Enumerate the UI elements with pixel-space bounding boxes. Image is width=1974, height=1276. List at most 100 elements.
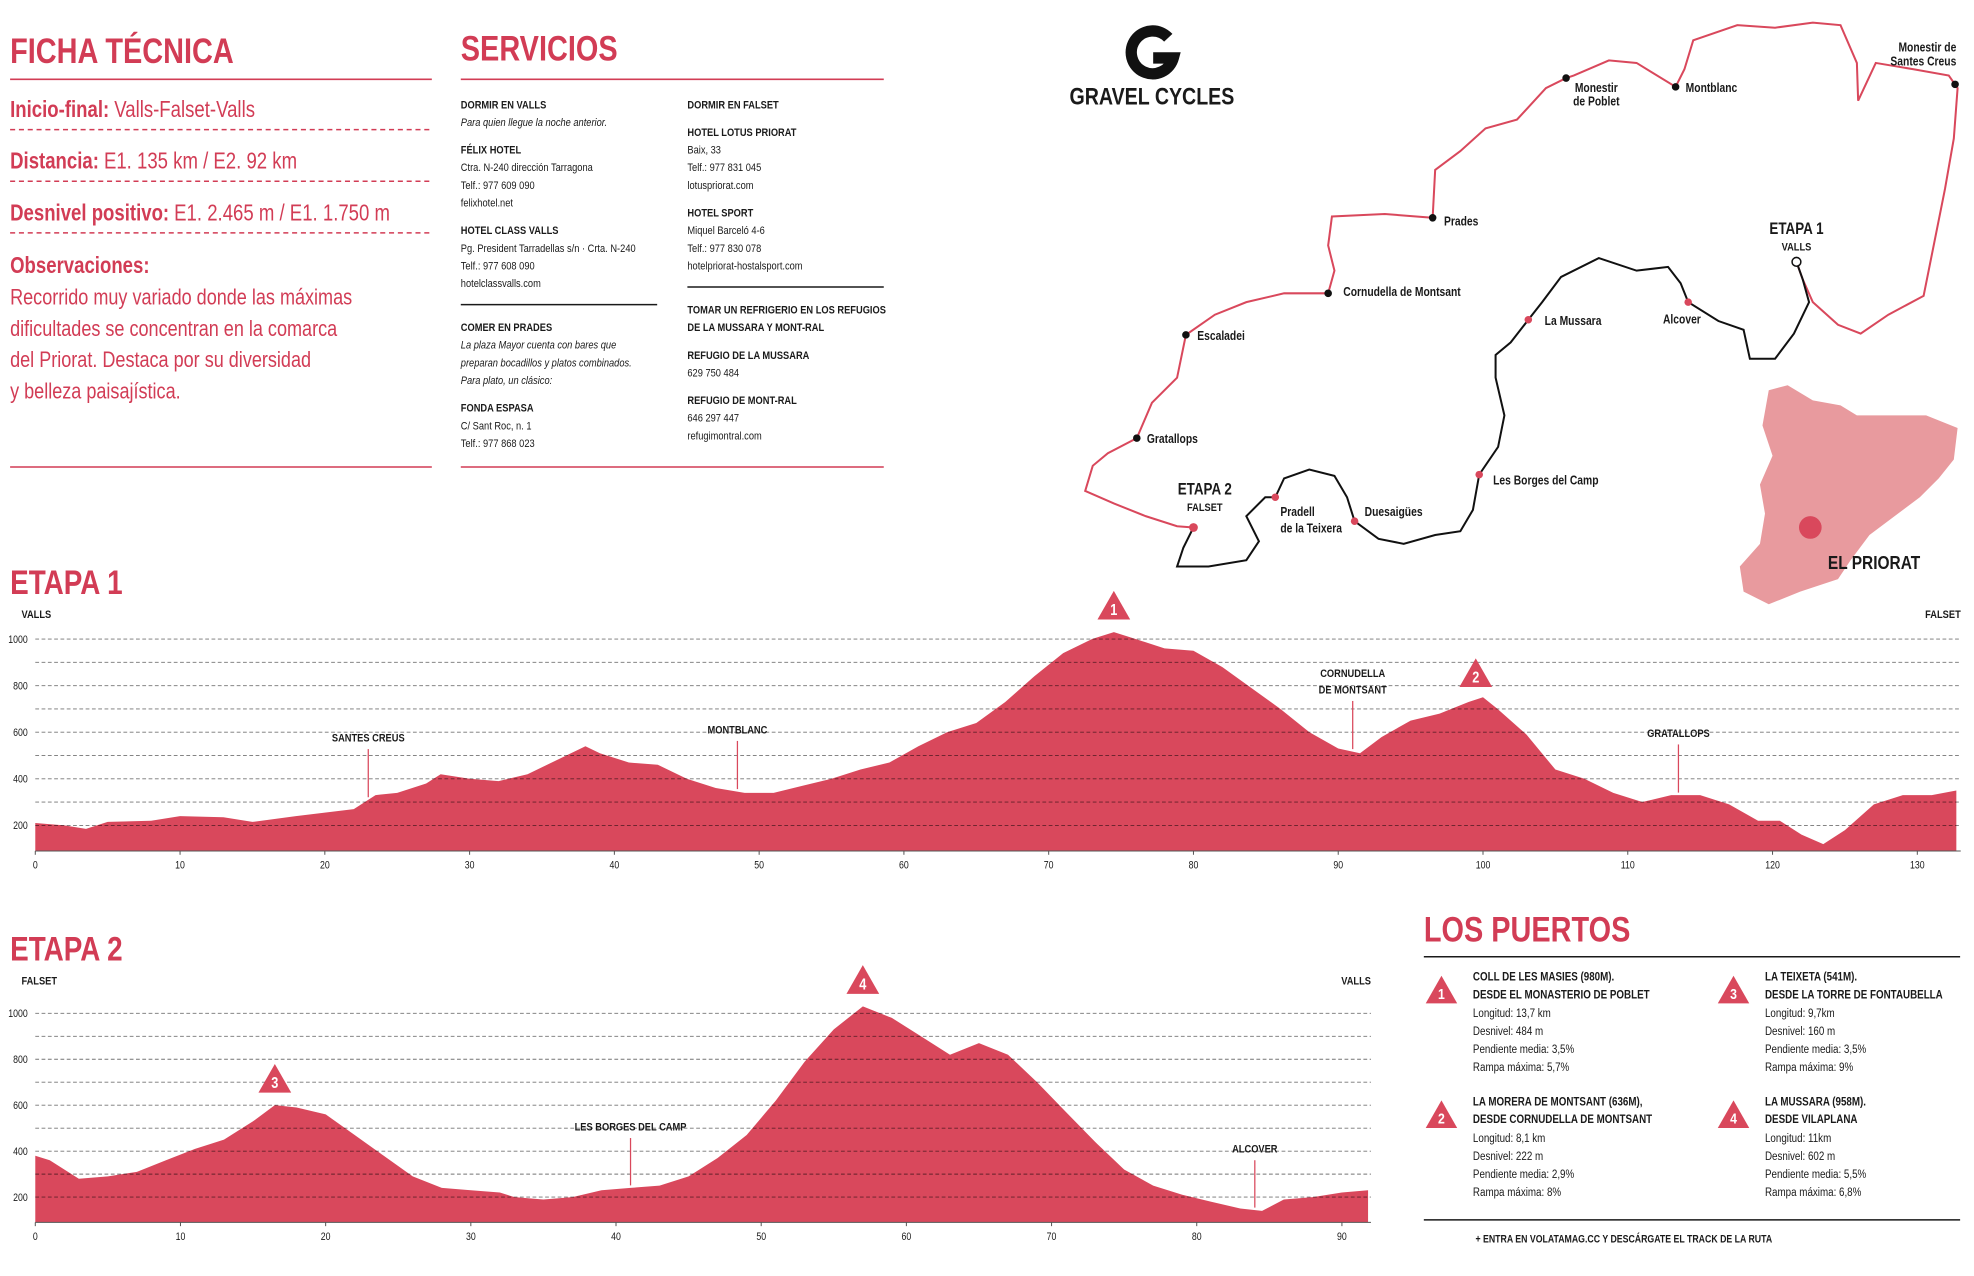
service-heading: FÉLIX HOTEL	[461, 143, 522, 157]
climb-marker-label: 4	[859, 976, 866, 993]
service-line: 646 297 447	[687, 413, 739, 425]
section-title: FICHA TÉCNICA	[10, 31, 234, 70]
climb-detail: Pendiente media: 2,9%	[1473, 1168, 1575, 1181]
service-heading: DORMIR EN VALLS	[461, 100, 547, 112]
observation-line: del Priorat. Destaca por su diversidad	[10, 348, 311, 372]
stage-label: ETAPA 2	[1178, 481, 1232, 500]
service-line: Telf.: 977 868 023	[461, 438, 535, 450]
service-line: Baix, 33	[687, 145, 721, 157]
profile-annotation: SANTES CREUS	[332, 733, 405, 745]
climb-heading: LA MUSSARA (958M).	[1765, 1095, 1866, 1108]
climb-marker	[846, 965, 880, 994]
profile-annotation: GRATALLOPS	[1647, 728, 1710, 740]
place-dot	[1350, 517, 1359, 525]
climb-detail: Rampa máxima: 5,7%	[1473, 1061, 1570, 1074]
chart-end-label: FALSET	[1925, 609, 1961, 621]
profile-annotation: MONTBLANC	[707, 725, 767, 737]
place-label: Montblanc	[1686, 82, 1738, 95]
climb-badge	[1425, 1100, 1458, 1128]
section-title: SERVICIOS	[461, 29, 618, 68]
service-heading: REFUGIO DE MONT-RAL	[687, 395, 797, 407]
spec-label: Distancia:	[10, 149, 99, 174]
place-dot	[1475, 470, 1483, 479]
service-line: Telf.: 977 608 090	[461, 261, 535, 273]
climb-heading: COLL DE LES MASIES (980M).	[1473, 971, 1614, 984]
service-line: hotelpriorat-hostalsport.com	[687, 261, 802, 273]
climb-heading: LA MORERA DE MONTSANT (636M),	[1473, 1095, 1643, 1108]
observation-line: Recorrido muy variado donde las máximas	[10, 286, 352, 310]
observation-line: dificultades se concentran en la comarca	[10, 317, 338, 341]
climb-marker-label: 2	[1472, 670, 1479, 687]
chart-start-label: FALSET	[21, 976, 57, 988]
y-tick-label: 200	[13, 820, 28, 832]
y-tick-label: 400	[13, 774, 28, 786]
route-etapa-1	[1083, 21, 1959, 529]
service-heading: DORMIR EN FALSET	[687, 100, 779, 112]
climb-marker	[1459, 658, 1493, 688]
x-tick-label: 10	[176, 1231, 186, 1243]
place-dot	[1182, 331, 1190, 339]
x-tick-label: 80	[1192, 1231, 1202, 1243]
place-label: Gratallops	[1147, 433, 1198, 446]
elevation-area	[35, 1006, 1369, 1223]
profile-annotation: LES BORGES DEL CAMP	[575, 1122, 687, 1134]
place-label: Santes Creus	[1890, 56, 1956, 69]
climb-marker-label: 3	[271, 1075, 278, 1092]
place-dot	[1671, 83, 1680, 91]
place-dot	[1271, 493, 1280, 502]
x-tick-label: 50	[756, 1231, 766, 1243]
place-label: de Poblet	[1573, 96, 1620, 109]
x-tick-label: 90	[1333, 860, 1343, 872]
place-dot	[1951, 80, 1959, 89]
climb-heading: DESDE EL MONASTERIO DE POBLET	[1473, 988, 1650, 1001]
climb-marker	[258, 1063, 292, 1093]
service-heading: HOTEL LOTUS PRIORAT	[687, 127, 797, 139]
x-tick-label: 0	[33, 860, 38, 872]
spec-label: Observaciones:	[10, 253, 149, 278]
climb-badge-label: 4	[1730, 1110, 1737, 1126]
chart-title: ETAPA 1	[10, 564, 123, 602]
service-note: La plaza Mayor cuenta con bares que	[461, 340, 617, 352]
climb-detail: Desnivel: 484 m	[1473, 1025, 1543, 1038]
climb-badge-label: 2	[1438, 1110, 1445, 1126]
climb-detail: Rampa máxima: 9%	[1765, 1061, 1853, 1074]
place-label: Pradell	[1280, 506, 1314, 519]
x-tick-label: 40	[611, 1231, 621, 1243]
climb-heading: DESDE CORNUDELLA DE MONTSANT	[1473, 1113, 1652, 1126]
y-tick-label: 800	[13, 1054, 28, 1066]
spec-label: Desnivel positivo:	[10, 201, 169, 226]
observation-line: y belleza paisajística.	[10, 380, 181, 404]
x-tick-label: 80	[1189, 860, 1199, 872]
service-line: 629 750 484	[687, 368, 739, 380]
climb-detail: Pendiente media: 3,5%	[1473, 1043, 1575, 1056]
place-label: Prades	[1444, 215, 1478, 228]
climb-badge-label: 1	[1438, 986, 1445, 1002]
x-tick-label: 90	[1337, 1231, 1347, 1243]
stage-sublabel: VALLS	[1782, 242, 1812, 254]
service-line: hotelclassvalls.com	[461, 278, 541, 290]
climb-detail: Longitud: 13,7 km	[1473, 1007, 1551, 1020]
region-label: EL PRIORAT	[1828, 552, 1921, 574]
service-line: Miquel Barceló 4-6	[687, 225, 765, 237]
region-map	[1739, 385, 1958, 605]
x-tick-label: 0	[33, 1231, 38, 1243]
service-line: felixhotel.net	[461, 198, 513, 210]
spec-label: Inicio-final:	[10, 97, 109, 122]
climb-marker	[1097, 590, 1131, 620]
service-line: Telf.: 977 609 090	[461, 180, 535, 192]
climb-detail: Pendiente media: 5,5%	[1765, 1168, 1867, 1181]
stage-label: ETAPA 1	[1769, 220, 1823, 239]
y-tick-label: 400	[13, 1146, 28, 1158]
profile-annotation: ALCOVER	[1232, 1144, 1278, 1156]
climb-detail: Rampa máxima: 6,8%	[1765, 1186, 1862, 1199]
x-tick-label: 120	[1765, 860, 1780, 872]
region-marker	[1798, 516, 1822, 539]
climb-detail: Desnivel: 602 m	[1765, 1150, 1835, 1163]
service-note: Para quien llegue la noche anterior.	[461, 117, 607, 129]
brand-logo	[1125, 25, 1181, 80]
spec-value: E1. 2.465 m / E1. 1.750 m	[174, 201, 390, 226]
place-label: Les Borges del Camp	[1493, 475, 1598, 488]
service-heading: REFUGIO DE LA MUSSARA	[687, 350, 809, 362]
service-note: preparan bocadillos y platos combinados.	[460, 358, 632, 370]
